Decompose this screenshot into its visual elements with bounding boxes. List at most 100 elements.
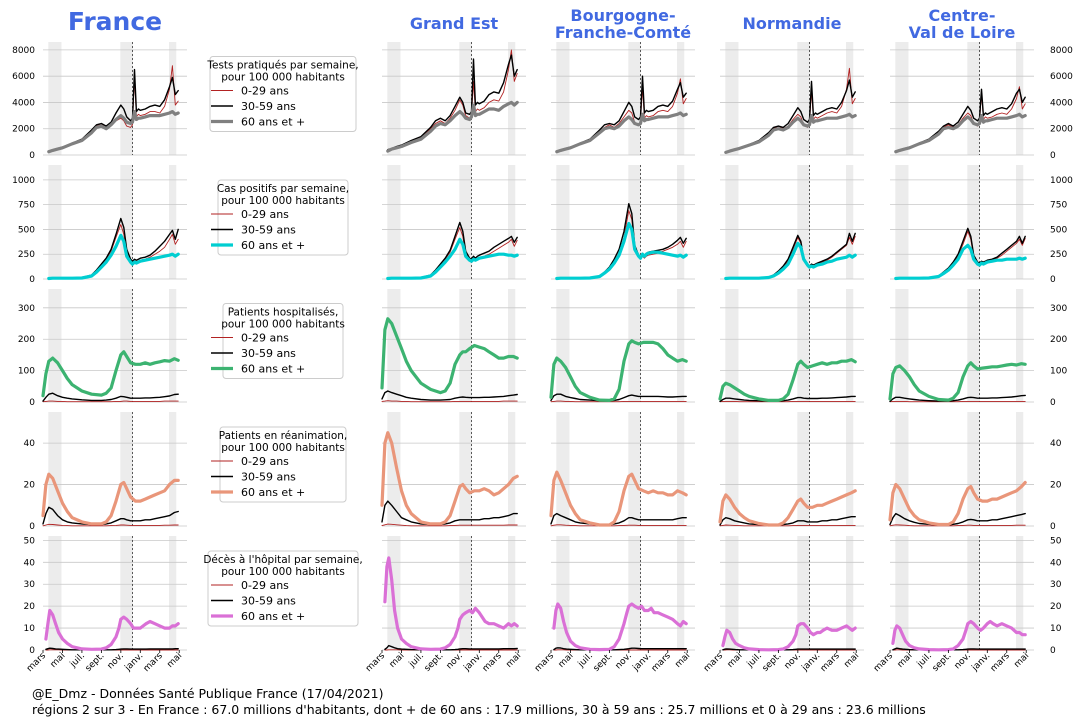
series-line-mid	[381, 500, 518, 526]
shaded-period	[459, 412, 472, 526]
shaded-period	[1016, 165, 1024, 279]
panel-deaths-4: mars mai juil.sept. nov.janv.mars mai	[872, 536, 1034, 674]
x-tick-label: mars	[481, 651, 504, 674]
panel-hosp-2	[549, 289, 695, 403]
x-tick-label: mars	[364, 651, 387, 674]
y-tick-label-right: 0	[1050, 522, 1056, 532]
x-tick-label: mars	[872, 651, 895, 674]
series-line-mid	[722, 648, 856, 651]
shaded-period	[895, 165, 909, 279]
series-line-old	[47, 233, 180, 281]
x-tick-label: sept.	[931, 651, 954, 674]
y-tick-label-left: 500	[18, 225, 35, 235]
series-line-old	[41, 472, 180, 526]
legend-label: 0-29 ans	[241, 85, 289, 98]
panel-cases-1	[382, 165, 526, 281]
shaded-period	[48, 289, 62, 402]
column-title-2: Bourgogne-Franche-Comté	[555, 6, 691, 42]
shaded-period	[846, 289, 854, 402]
panel-cases-0	[43, 165, 187, 281]
x-tick-label: sept.	[423, 651, 446, 674]
shaded-period	[725, 165, 739, 279]
shaded-period	[967, 536, 980, 650]
y-tick-label-left: 8000	[12, 46, 35, 56]
x-tick-label: janv.	[123, 651, 146, 674]
series-line-mid	[889, 394, 1026, 403]
panel-hosp-0	[41, 289, 187, 403]
legend-label: 30-59 ans	[241, 471, 296, 484]
series-line-mid	[719, 395, 856, 403]
series-line-mid	[892, 647, 1026, 651]
x-tick-label: mai	[1012, 651, 1031, 670]
shaded-period	[120, 42, 133, 155]
series-line-mid	[384, 644, 518, 651]
legend-label: 30-59 ans	[241, 347, 296, 360]
x-tick-label: sept.	[761, 651, 784, 674]
y-tick-label-left: 1000	[12, 176, 35, 186]
shaded-period	[846, 165, 854, 279]
shaded-period	[846, 536, 854, 650]
legend-title: Patients en réanimation,	[219, 430, 348, 442]
series-line-old	[386, 100, 519, 153]
series-line-young	[889, 524, 1026, 527]
x-tick-label: mars	[650, 651, 673, 674]
shaded-period	[967, 42, 980, 155]
series-line-mid	[719, 516, 856, 526]
legend-title: Tests pratiqués par semaine,	[206, 60, 358, 72]
column-title-line: France	[68, 7, 162, 36]
shaded-period	[1016, 536, 1024, 650]
legend-title: pour 100 000 habitants	[221, 442, 345, 454]
series-line-mid	[42, 506, 179, 526]
series-line-young	[48, 65, 179, 152]
shaded-period	[120, 165, 133, 279]
y-tick-label-left: 0	[29, 151, 35, 161]
shaded-period	[459, 42, 472, 155]
y-tick-label-left: 10	[24, 624, 36, 634]
legend-box	[209, 56, 357, 132]
shaded-period	[628, 289, 641, 402]
column-title-line: Val de Loire	[909, 23, 1016, 42]
shaded-period	[967, 412, 980, 526]
y-tick-label-right: 30	[1050, 580, 1062, 590]
series-line-old	[380, 317, 519, 395]
column-title-0: France	[68, 7, 162, 36]
y-tick-label-left: 50	[24, 536, 36, 546]
column-title-line: Grand Est	[410, 14, 499, 33]
panel-tests-0	[43, 42, 187, 156]
shaded-period	[387, 289, 401, 402]
panel-cases-3	[720, 165, 864, 281]
series-line-old	[549, 339, 688, 402]
legend-title: pour 100 000 habitants	[221, 195, 345, 207]
x-tick-label: janv.	[970, 651, 993, 674]
shaded-period	[677, 42, 685, 155]
shaded-period	[508, 42, 516, 155]
x-tick-label: mai	[504, 651, 523, 670]
shaded-period	[48, 536, 62, 650]
footer-source: @E_Dmz - Données Santé Publique France (…	[32, 686, 384, 701]
series-line-mid	[42, 392, 179, 402]
legend-title: pour 100 000 habitants	[221, 566, 345, 578]
y-tick-label-right: 20	[1050, 481, 1062, 491]
y-tick-label-right: 4000	[1050, 98, 1073, 108]
shaded-period	[508, 165, 516, 279]
series-line-old	[888, 480, 1027, 527]
shaded-period	[895, 289, 909, 402]
series-line-mid	[48, 68, 179, 152]
legend-label: 30-59 ans	[241, 100, 296, 113]
y-tick-label-right: 200	[1050, 335, 1067, 345]
shaded-period	[120, 289, 133, 402]
legend-label: 60 ans et +	[241, 116, 305, 129]
y-tick-label-right: 40	[1050, 439, 1062, 449]
x-tick-label: mars	[702, 651, 725, 674]
shaded-period	[556, 289, 570, 402]
shaded-period	[725, 42, 739, 155]
shaded-period	[459, 536, 472, 650]
shaded-period	[120, 412, 133, 526]
series-line-young	[550, 400, 687, 403]
legend-label: 60 ans et +	[241, 610, 305, 623]
panel-cases-4	[890, 165, 1034, 281]
shaded-period	[169, 165, 177, 279]
y-tick-label-right: 1000	[1050, 176, 1073, 186]
shaded-period	[508, 289, 516, 402]
